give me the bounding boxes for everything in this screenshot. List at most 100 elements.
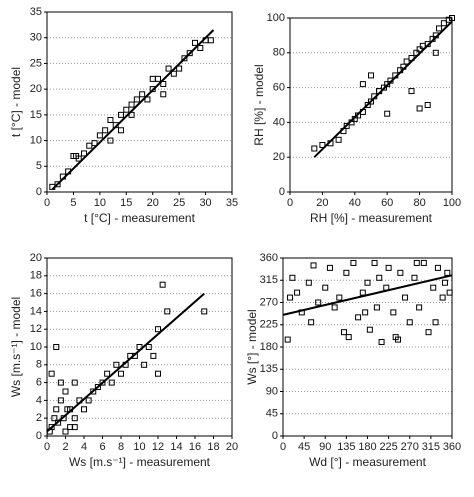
point [350, 259, 357, 266]
point [118, 127, 124, 134]
point [430, 284, 437, 291]
x-tick-label: 18 [207, 441, 219, 453]
point [368, 98, 374, 105]
x-tick-label: 0 [44, 197, 50, 209]
point [315, 299, 322, 306]
point [402, 294, 409, 301]
x-tick-label: 25 [173, 197, 185, 209]
x-tick-label: 20 [316, 197, 328, 209]
y-tick-label: 2 [36, 412, 42, 424]
point [62, 428, 69, 435]
x-axis-label: t [°C] - measurement [84, 211, 195, 225]
plot-frame [282, 257, 453, 437]
y-tick-label: 45 [266, 408, 278, 420]
point [326, 264, 333, 271]
point [90, 388, 97, 395]
point [449, 15, 455, 21]
point [71, 379, 78, 386]
point [385, 264, 392, 271]
point [425, 329, 432, 336]
point [165, 65, 172, 72]
y-axis-label: t [°C] - model [9, 67, 23, 137]
point [335, 136, 342, 143]
point [403, 58, 410, 65]
point [413, 259, 420, 266]
point [55, 419, 62, 426]
plot-frame [46, 11, 233, 193]
point [102, 127, 109, 134]
y-tick-label: 8 [36, 359, 42, 371]
point [149, 86, 156, 93]
y-tick-label: 60 [273, 82, 285, 94]
x-tick-label: 90 [319, 441, 331, 453]
point [289, 274, 296, 281]
x-tick-label: 5 [70, 197, 76, 209]
x-tick-label: 30 [199, 197, 211, 209]
point [362, 309, 369, 316]
y-tick-label: 0 [36, 186, 42, 198]
y-tick-label: 360 [260, 252, 278, 264]
y-tick-label: 135 [260, 363, 278, 375]
y-tick-label: 12 [30, 323, 42, 335]
x-tick-label: 45 [298, 441, 310, 453]
point [159, 281, 166, 288]
point [336, 294, 343, 301]
point [411, 274, 418, 281]
x-tick-label: 10 [133, 441, 145, 453]
point [113, 361, 120, 368]
x-tick-label: 14 [170, 441, 182, 453]
point [104, 370, 111, 377]
point [71, 424, 78, 431]
point [107, 137, 114, 144]
point [48, 424, 55, 431]
point [160, 91, 167, 98]
x-tick-label: 12 [152, 441, 164, 453]
x-tick-label: 270 [401, 441, 419, 453]
point [51, 415, 58, 422]
point [424, 102, 431, 108]
x-tick-label: 20 [226, 441, 238, 453]
point [155, 370, 161, 377]
x-tick-label: 16 [189, 441, 201, 453]
y-axis-label: RH [%] - model [252, 64, 266, 145]
point [207, 37, 214, 44]
point [149, 75, 156, 82]
point [416, 105, 423, 112]
point [364, 279, 371, 286]
point [133, 96, 140, 103]
y-tick-label: 10 [30, 341, 42, 353]
x-axis-label: Wd [°] - measurement [309, 455, 426, 469]
point [446, 289, 453, 296]
point [445, 16, 452, 23]
point [305, 279, 312, 286]
point [62, 388, 69, 395]
point [284, 336, 291, 343]
point [440, 20, 447, 27]
point [406, 319, 413, 326]
x-tick-label: 40 [349, 197, 361, 209]
x-tick-label: 80 [413, 197, 425, 209]
point [439, 294, 446, 301]
point [201, 308, 208, 315]
x-tick-label: 100 [443, 197, 461, 209]
point [53, 344, 60, 350]
point [384, 110, 391, 117]
point [416, 46, 423, 53]
point [99, 379, 106, 386]
x-tick-label: 0 [287, 197, 293, 209]
y-tick-label: 25 [30, 57, 42, 69]
y-tick-label: 18 [30, 270, 42, 282]
point [123, 106, 130, 113]
point [118, 111, 124, 118]
y-tick-label: 14 [30, 305, 42, 317]
point [144, 96, 151, 103]
y-tick-label: 90 [266, 385, 278, 397]
point [380, 84, 387, 91]
point [434, 264, 441, 271]
y-tick-label: 5 [36, 160, 42, 172]
x-axis-label: Ws [m.s⁻¹] - measurement [69, 455, 211, 469]
x-tick-label: 2 [62, 441, 68, 453]
point [139, 91, 146, 98]
point [81, 150, 87, 157]
x-tick-label: 180 [358, 441, 376, 453]
